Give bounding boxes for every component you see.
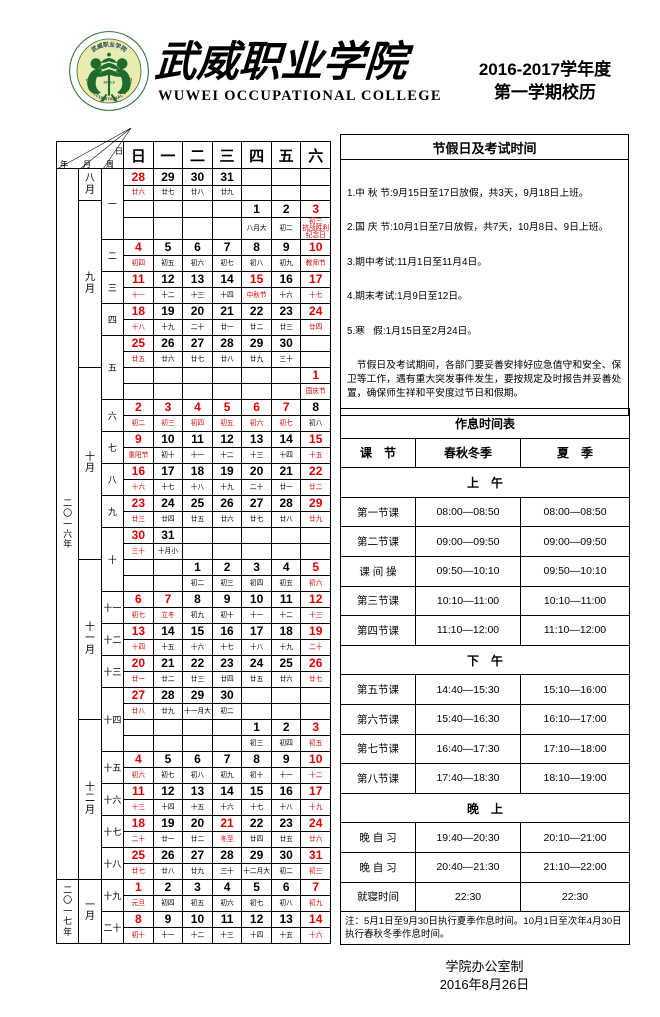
svg-text:周: 周 xyxy=(106,160,114,169)
svg-text:2003.9: 2003.9 xyxy=(103,80,114,84)
svg-text:年: 年 xyxy=(60,159,68,169)
svg-text:日: 日 xyxy=(115,147,123,156)
svg-text:月: 月 xyxy=(83,160,91,169)
